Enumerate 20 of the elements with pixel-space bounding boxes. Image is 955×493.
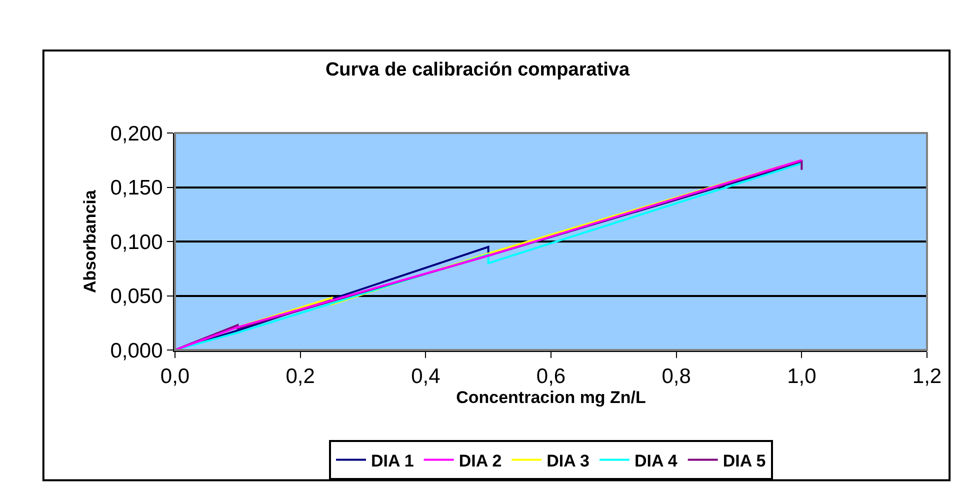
legend-label: DIA 3 bbox=[546, 451, 590, 470]
legend-label: DIA 1 bbox=[371, 451, 414, 470]
y-axis-title: Absorbancia bbox=[80, 189, 100, 293]
legend-label: DIA 2 bbox=[458, 451, 502, 470]
x-tick-label: 0,4 bbox=[411, 365, 441, 388]
x-tick-label: 1,2 bbox=[912, 365, 942, 388]
legend-label: DIA 5 bbox=[722, 451, 766, 470]
y-tick-label: 0,150 bbox=[110, 176, 163, 200]
y-tick-label: 0,100 bbox=[110, 230, 163, 254]
y-tick-label: 0,000 bbox=[110, 339, 163, 362]
x-tick-label: 0,2 bbox=[286, 365, 315, 388]
y-tick-label: 0,200 bbox=[110, 122, 163, 146]
y-tick-label: 0,050 bbox=[110, 285, 163, 308]
x-tick-label: 1,0 bbox=[787, 365, 816, 388]
x-tick-label: 0,6 bbox=[536, 365, 566, 388]
legend-label: DIA 4 bbox=[634, 451, 678, 470]
chart-title: Curva de calibración comparativa bbox=[325, 60, 630, 81]
x-tick-label: 0,0 bbox=[160, 365, 190, 388]
x-axis-title: Concentracion mg Zn/L bbox=[456, 388, 646, 408]
x-tick-label: 0,8 bbox=[662, 365, 691, 388]
